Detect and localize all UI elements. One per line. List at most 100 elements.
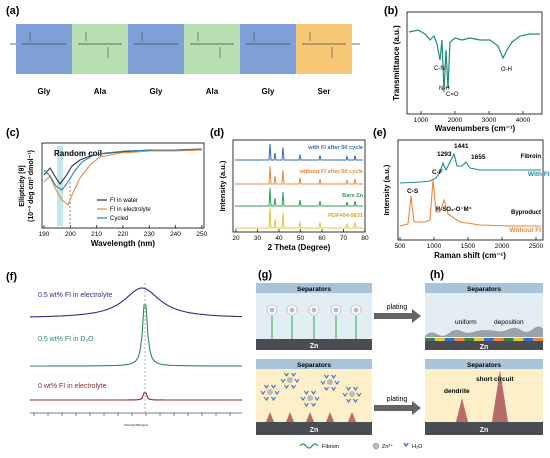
residue-name-0: Gly <box>38 87 51 96</box>
zn-ion-legend-icon <box>372 442 380 450</box>
panel-a-label: (a) <box>6 5 20 17</box>
zn-label-bottom: Zn <box>310 427 319 434</box>
zn-anode-h-top <box>425 341 543 350</box>
separator-label-bottom: Separators <box>297 362 331 369</box>
zn-ion-core <box>327 379 333 385</box>
zn-label-h-top: Zn <box>480 344 489 351</box>
separator-bar-h-top <box>425 283 543 293</box>
zn-label-top: Zn <box>310 343 319 350</box>
zn-ion-core <box>349 391 355 397</box>
xrd-trace-0 <box>235 143 363 161</box>
water-molecule <box>346 398 351 404</box>
water-molecule <box>311 390 316 395</box>
short-circuit-label: short circuit <box>476 376 514 383</box>
nmr-label-d2o: 0.5 wt% FI in D₂O <box>38 336 94 343</box>
raman-peak-cs: C-S <box>407 188 419 195</box>
water-molecule <box>264 384 269 389</box>
water-molecule <box>356 392 362 397</box>
raman-plot: 1293 1441 1655 C-F C-S R-SO₃-O⁻M⁺ Fibroi… <box>382 139 550 260</box>
sei-segment <box>533 338 543 341</box>
xrd-label-2: Bare Zn <box>342 193 363 199</box>
xrd-x-label: 2 Theta (Degree) <box>268 243 331 252</box>
ftir-spectrum-line <box>408 29 540 93</box>
ftir-peak-co: C=O <box>446 92 459 98</box>
residue-box-1 <box>72 24 128 74</box>
sei-segment <box>444 338 455 341</box>
cd-x-label: Wavelength (nm) <box>91 239 155 248</box>
water-molecule <box>324 386 329 392</box>
xrd-trace-1 <box>235 165 363 185</box>
raman-x-tick-label: 500 <box>395 243 406 250</box>
cd-x-ticks: 190 200 210 220 230 240 250 <box>39 225 208 238</box>
water-molecule <box>284 384 289 390</box>
nmr-line-no-fi <box>30 392 242 401</box>
water-molecule <box>346 386 351 391</box>
cd-x-tick-label: 250 <box>196 231 207 238</box>
zn-nucleus <box>286 412 294 422</box>
cd-line-electrolyte <box>43 149 203 206</box>
cd-x-tick-label: 240 <box>170 231 181 238</box>
water-molecule <box>331 374 336 379</box>
cd-legend-electrolyte: FI in electrolyte <box>110 207 151 213</box>
zn-ion-core <box>269 307 275 313</box>
sei-segment <box>464 338 475 341</box>
water-molecule <box>334 380 340 385</box>
sei-segment <box>483 338 494 341</box>
water-molecule <box>324 374 329 379</box>
raman-label-without-fi: Without FI <box>509 227 541 234</box>
schematic-with-fi: Separators Zn Separators Zn Fibroin Zn²⁺… <box>256 283 423 450</box>
residue-box-5 <box>296 24 352 74</box>
raman-x-tick-label: 1000 <box>427 243 442 250</box>
nmr-line-electrolyte <box>29 287 242 318</box>
fibroin-rods-top <box>266 304 362 339</box>
residue-name-2: Gly <box>150 87 163 96</box>
sei-segment <box>503 338 514 341</box>
separator-label-h-top: Separators <box>467 286 501 293</box>
xrd-x-tick-label: 30 <box>254 235 262 242</box>
nmr-x-ticks <box>33 413 231 416</box>
water-molecule <box>274 390 280 395</box>
xrd-trace-3 <box>235 208 363 229</box>
raman-x-label: Raman shift (cm⁻¹) <box>434 251 506 260</box>
xrd-x-tick-label: 80 <box>361 235 369 242</box>
raman-x-tick-label: 2500 <box>529 243 544 250</box>
ftir-x-label: Wavenumbers (cm⁻¹) <box>435 124 516 133</box>
water-molecule <box>304 402 309 408</box>
panel-d-label: (d) <box>210 127 224 139</box>
separator-bar-h-bottom <box>425 359 543 369</box>
separator-label-top: Separators <box>297 286 331 293</box>
raman-y-label: Intensity (a.u.) <box>382 164 391 215</box>
water-molecule <box>291 384 296 390</box>
sei-segment <box>493 338 504 341</box>
sei-segment <box>474 338 484 341</box>
separator-bar-bottom <box>256 359 372 369</box>
residue-box-4 <box>240 24 296 74</box>
raman-x-ticks: 500 1000 1500 2000 2500 <box>395 237 544 250</box>
raman-line-with-fi <box>399 152 541 184</box>
residue-box-3 <box>184 24 240 74</box>
separator-bar-top <box>256 283 372 293</box>
panel-h-label: (h) <box>430 269 444 281</box>
sei-segment <box>513 338 524 341</box>
panel-e-label: (e) <box>373 127 387 139</box>
sei-segment <box>434 338 445 341</box>
xrd-plot: with FI after 50 cycle without FI after … <box>218 139 369 252</box>
nmr-plot: 0.5 wt% FI in electrolyte 0.5 wt% FI in … <box>29 283 242 427</box>
cd-legend-cycled: Cycled <box>110 216 128 222</box>
sei-segment <box>454 338 465 341</box>
zn-ion-core <box>267 389 273 395</box>
cd-legend: FI in water FI in electrolyte Cycled <box>97 198 151 222</box>
cd-x-tick-label: 220 <box>117 231 128 238</box>
zn-label-h-bottom: Zn <box>480 427 489 434</box>
peptide-sequence: Gly Ala Gly Ala Gly Ser <box>10 24 360 96</box>
zn-ion-core <box>311 307 317 313</box>
cd-highlight-band <box>57 146 63 226</box>
xrd-label-0: with FI after 50 cycle <box>307 145 363 151</box>
zn-nucleus <box>326 412 334 422</box>
xrd-x-tick-label: 60 <box>318 235 326 242</box>
water-molecule <box>294 378 300 383</box>
zn-anode-bottom <box>256 422 372 435</box>
raman-label-byproduct: Byproduct <box>511 210 541 216</box>
water-molecule <box>320 380 326 385</box>
zn-ion-core <box>353 307 359 313</box>
